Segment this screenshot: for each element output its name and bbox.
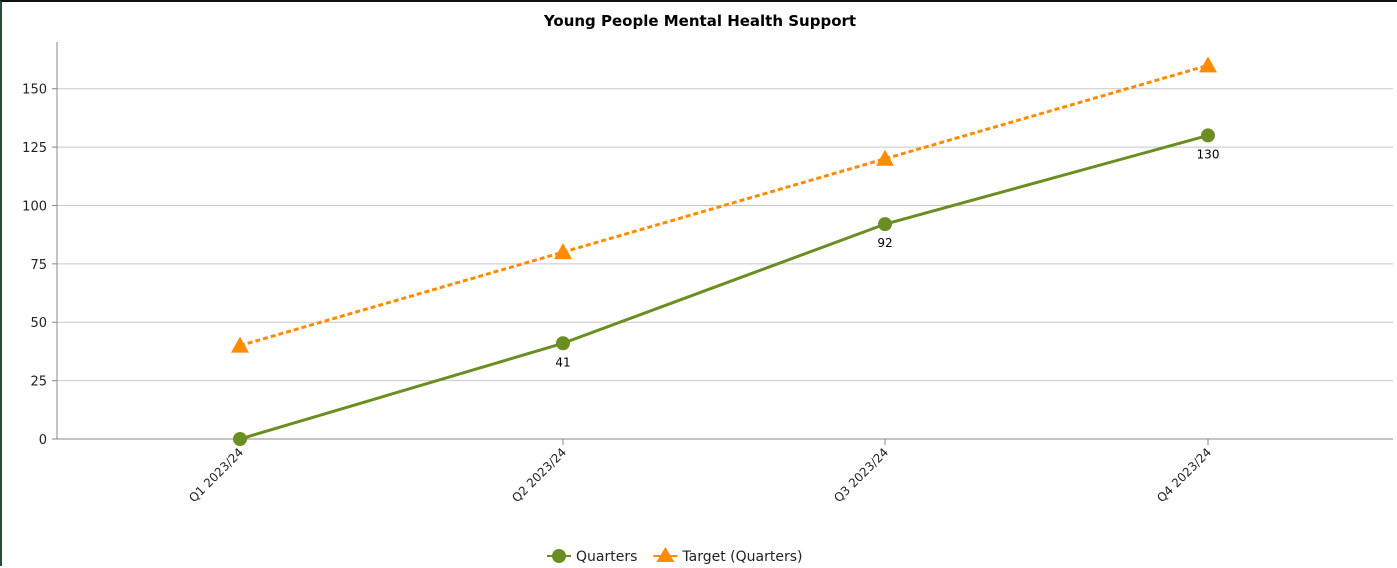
- y-tick-label: 75: [30, 258, 47, 273]
- legend-item-target[interactable]: Target (Quarters): [653, 547, 802, 565]
- y-tick-label: 50: [30, 316, 47, 331]
- gridlines: [57, 88, 1393, 382]
- legend-item-quarters[interactable]: Quarters: [547, 549, 637, 565]
- data-point-circle[interactable]: [556, 336, 570, 351]
- y-tick-label: 100: [22, 199, 47, 214]
- legend[interactable]: Quarters Target (Quarters): [547, 547, 802, 565]
- y-axis-ticks: 0 25 50 75 100 125 150: [22, 83, 57, 448]
- x-axis-ticks: Q1 2023/24 Q2 2023/24 Q3 2023/24 Q4 2023/24: [186, 439, 1214, 505]
- data-point-triangle[interactable]: [876, 149, 894, 166]
- data-point-triangle[interactable]: [231, 336, 249, 353]
- data-label: 130: [1197, 147, 1220, 161]
- legend-marker-triangle: [656, 547, 675, 562]
- data-point-circle[interactable]: [878, 217, 892, 232]
- data-label: 41: [555, 355, 570, 369]
- legend-label: Quarters: [576, 549, 637, 565]
- data-point-triangle[interactable]: [554, 243, 572, 260]
- series-target: [231, 56, 1217, 353]
- chart-title: Young People Mental Health Support: [543, 12, 856, 30]
- data-label: 92: [877, 236, 892, 250]
- series-line: [239, 63, 1209, 348]
- data-point-circle[interactable]: [1201, 128, 1215, 143]
- y-tick-label: 0: [39, 433, 47, 448]
- y-tick-label: 150: [22, 83, 47, 98]
- x-tick-label: Q2 2023/24: [509, 445, 569, 505]
- series-group: 41 92 130: [231, 56, 1219, 446]
- data-point-circle[interactable]: [233, 432, 247, 446]
- x-tick-label: Q1 2023/24: [186, 445, 246, 505]
- y-tick-label: 25: [30, 375, 47, 390]
- x-tick-label: Q3 2023/24: [831, 445, 891, 505]
- legend-marker-circle: [552, 549, 566, 563]
- legend-label: Target (Quarters): [681, 549, 802, 565]
- data-point-triangle[interactable]: [1199, 56, 1217, 73]
- series-line: [239, 133, 1209, 441]
- y-tick-label: 125: [22, 141, 47, 156]
- axes: [56, 42, 1393, 440]
- x-tick-label: Q4 2023/24: [1154, 445, 1214, 505]
- series-quarters: 41 92 130: [233, 128, 1219, 446]
